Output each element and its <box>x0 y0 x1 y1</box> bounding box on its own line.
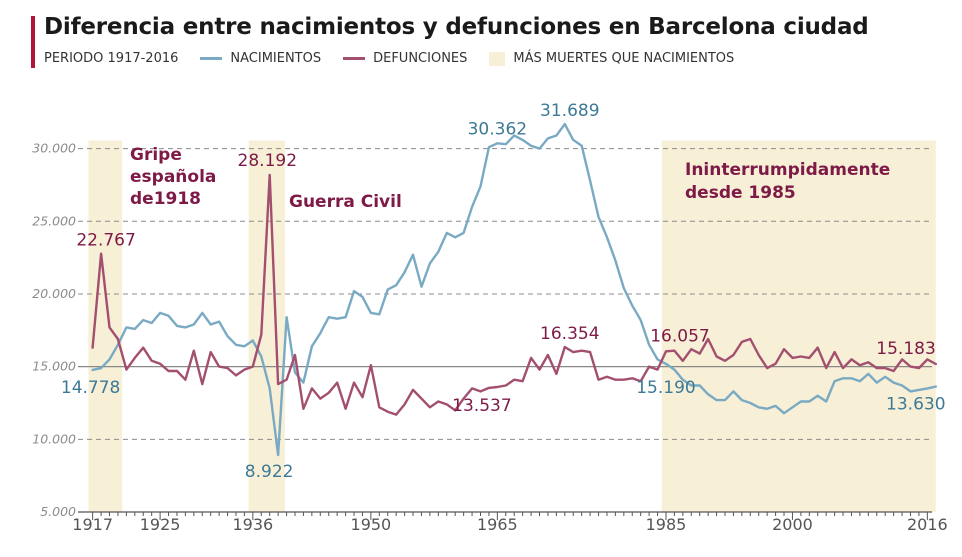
shaded-period-2 <box>661 140 936 512</box>
subtitle-legend-row: PERIODO 1917-2016 NACIMIENTOS DEFUNCIONE… <box>44 51 734 66</box>
y-tick-label: 30.000 <box>32 141 76 156</box>
period-label-1: Guerra Civil <box>289 192 402 212</box>
legend-deaths-label: DEFUNCIONES <box>373 51 468 66</box>
data-label-births: 31.689 <box>540 101 599 121</box>
chart-title: Diferencia entre nacimientos y defuncion… <box>44 14 869 40</box>
data-label-births: 15.190 <box>636 378 695 398</box>
data-label-births: 14.778 <box>61 378 120 398</box>
legend-births-label: NACIMIENTOS <box>230 51 322 66</box>
legend-shaded-label: MÁS MUERTES QUE NACIMIENTOS <box>513 51 735 66</box>
data-label-deaths: 22.767 <box>76 231 135 251</box>
legend-births: NACIMIENTOS <box>200 51 321 66</box>
data-label-deaths: 13.537 <box>452 396 511 416</box>
data-label-deaths: 28.192 <box>238 151 297 171</box>
period-label-0: Gripe <box>130 145 182 165</box>
x-tick-label: 1925 <box>140 515 181 534</box>
period-label-0: de1918 <box>130 189 201 209</box>
legend-shaded: MÁS MUERTES QUE NACIMIENTOS <box>489 51 734 66</box>
shaded-period-1 <box>248 140 285 512</box>
births-series-line <box>91 122 937 457</box>
x-tick-label: 1936 <box>232 515 273 534</box>
y-tick-label: 10.000 <box>32 431 76 446</box>
y-tick-label: 15.000 <box>32 359 76 374</box>
data-label-deaths: 16.354 <box>540 324 599 344</box>
legend-shaded-swatch <box>489 51 506 66</box>
legend-deaths-swatch <box>343 57 366 60</box>
x-tick-label: 1985 <box>646 515 687 534</box>
x-tick-label: 1965 <box>477 515 518 534</box>
data-label-births: 8.922 <box>245 462 294 482</box>
x-tick-label: 2000 <box>772 515 813 534</box>
x-tick-label: 1917 <box>72 515 113 534</box>
period-label-2: desde 1985 <box>685 183 796 203</box>
period-label-2: Ininterrumpidamente <box>685 160 890 180</box>
x-tick-label: 2016 <box>907 515 948 534</box>
deaths-series-line <box>91 173 937 416</box>
period-label-0: española <box>130 167 216 187</box>
data-label-deaths: 15.183 <box>876 339 935 359</box>
data-label-births: 30.362 <box>468 119 527 139</box>
period-label: PERIODO 1917-2016 <box>44 51 179 66</box>
legend-births-swatch <box>200 57 223 60</box>
legend-deaths: DEFUNCIONES <box>343 51 467 66</box>
x-tick-label: 1950 <box>351 515 392 534</box>
y-tick-label: 5.000 <box>40 504 76 519</box>
data-label-deaths: 16.057 <box>650 326 709 346</box>
y-tick-label: 20.000 <box>32 286 76 301</box>
title-accent-bar <box>31 16 35 68</box>
data-label-births: 13.630 <box>886 395 945 415</box>
y-tick-label: 25.000 <box>32 213 76 228</box>
